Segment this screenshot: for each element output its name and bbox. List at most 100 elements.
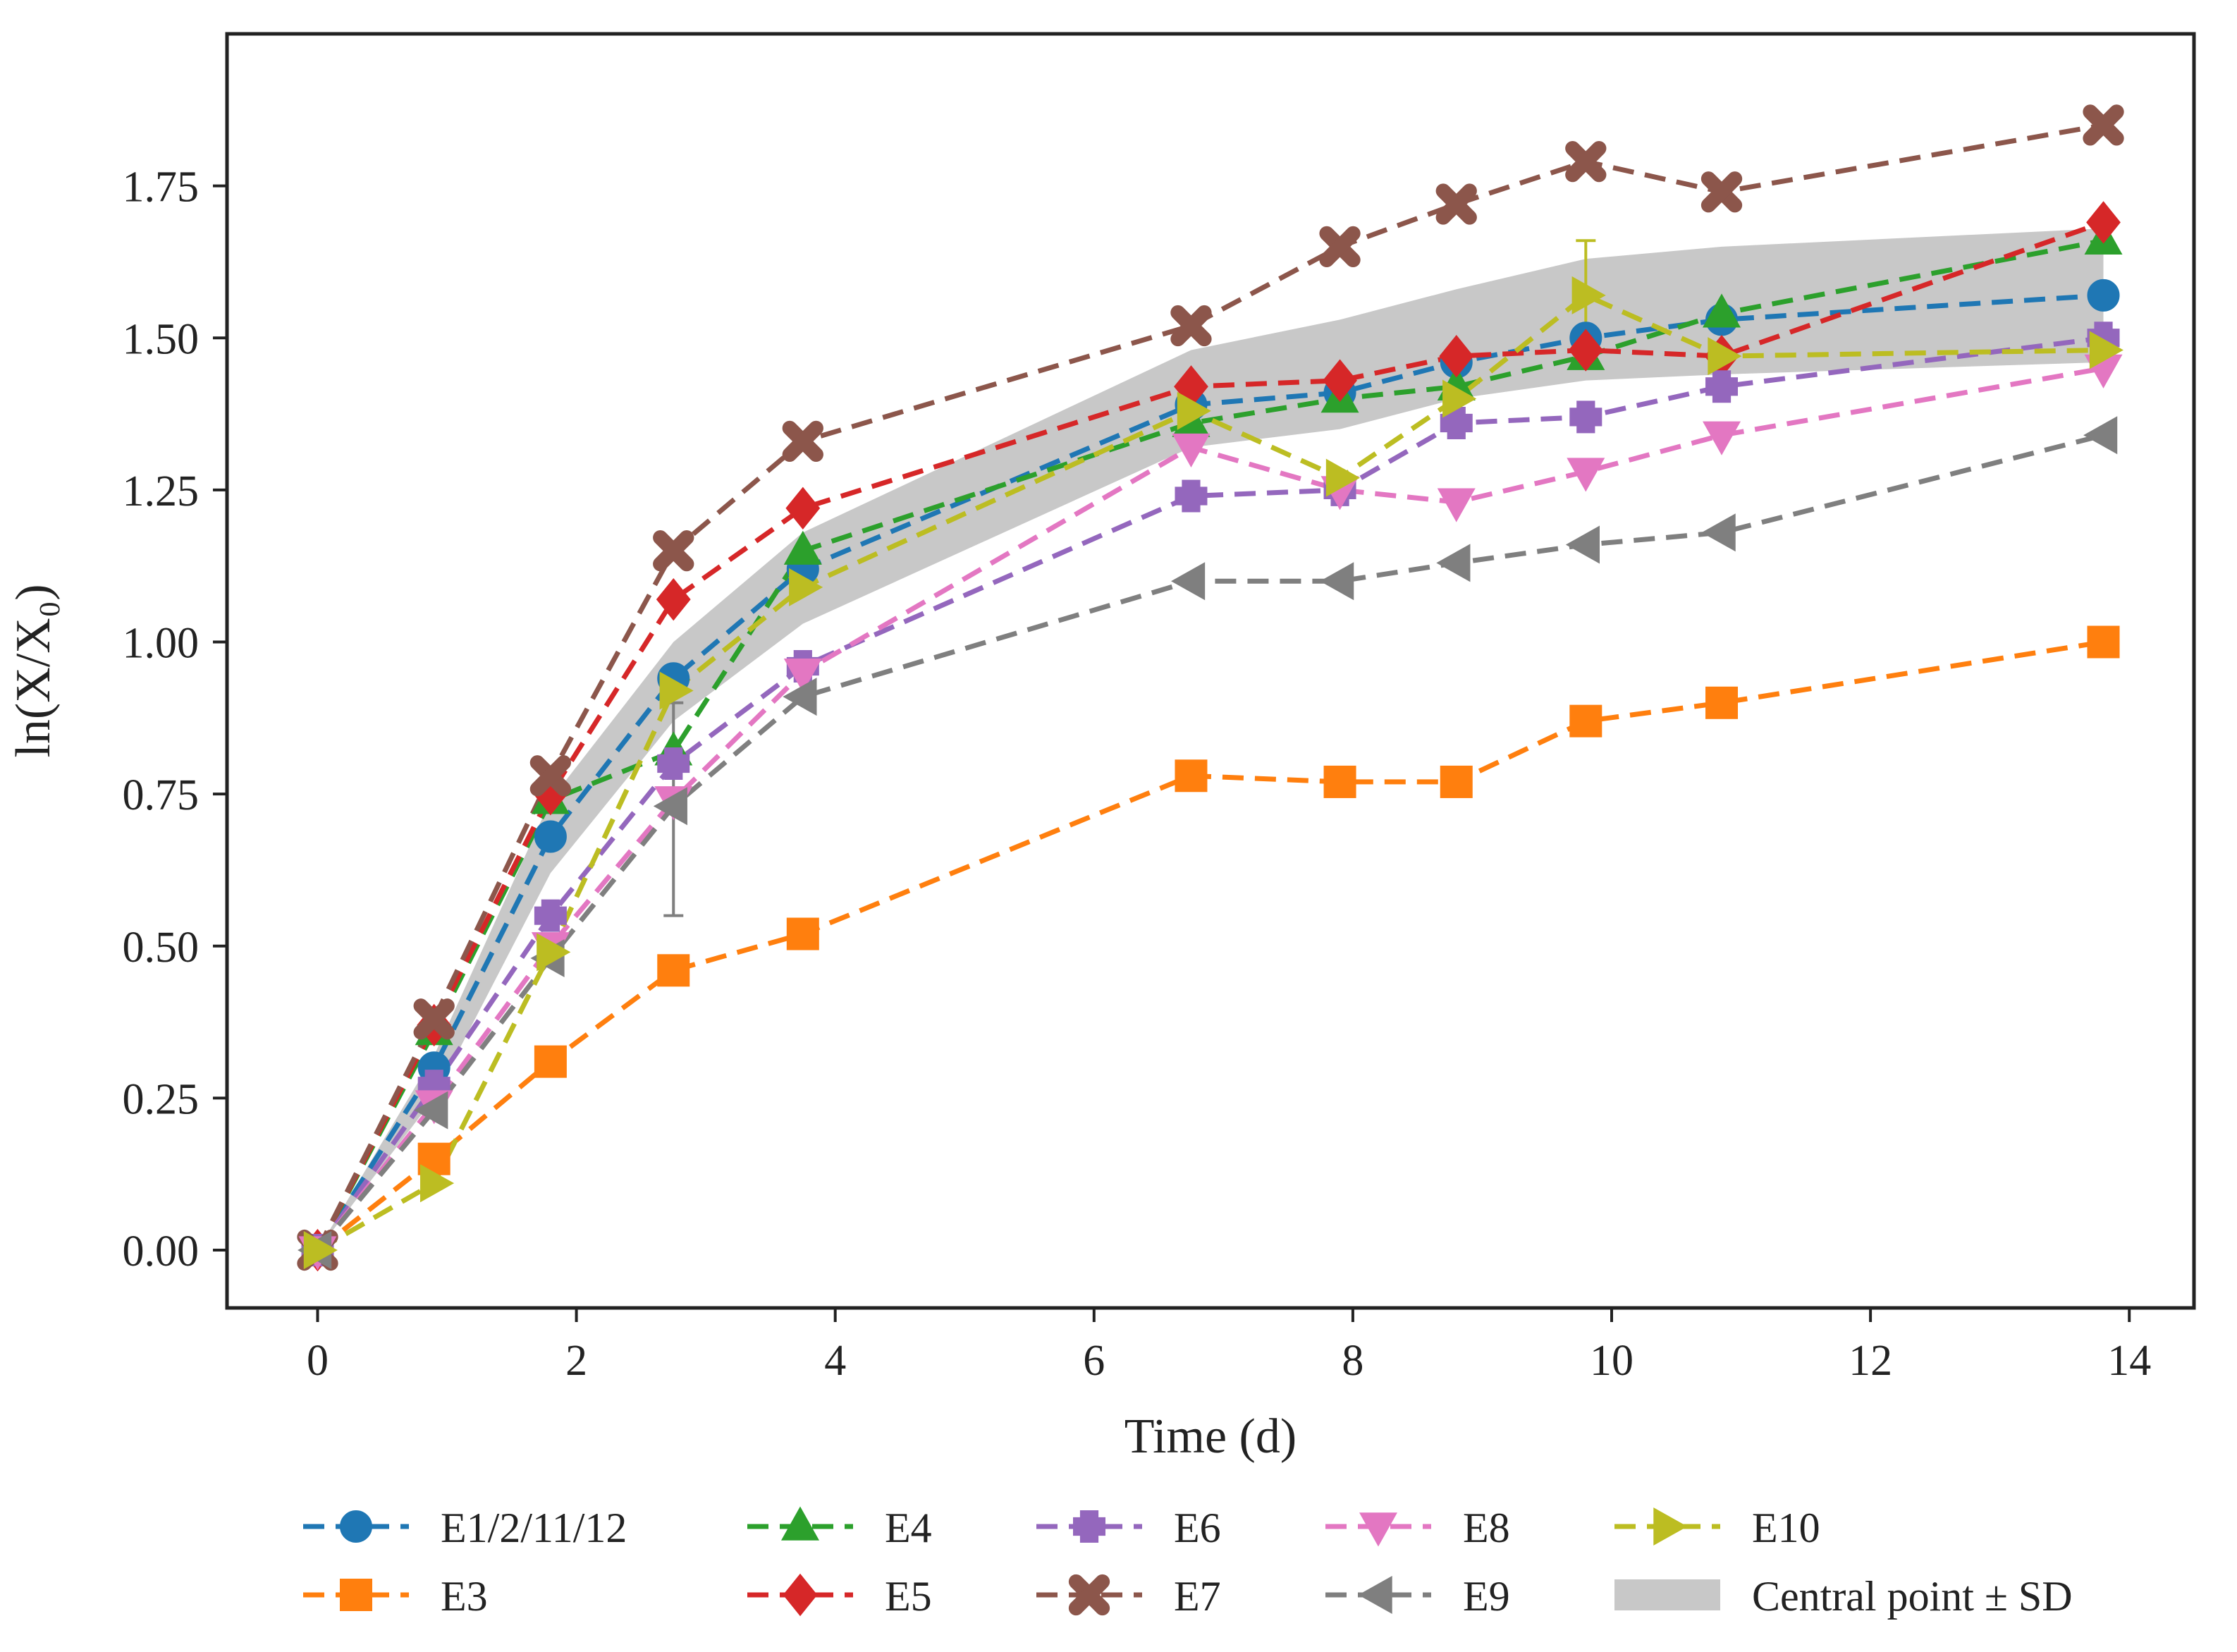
series-7-point [783,658,822,693]
y-tick-label: 0.00 [123,1228,200,1275]
legend-label: E3 [441,1573,488,1620]
series-5-point [534,899,567,932]
series-7-point [1703,421,1741,455]
series-8-line [315,432,2104,1252]
sd-band-layer [317,228,2104,1251]
series-8-point [1565,525,1600,564]
series-6-point-stroke-b [413,998,455,1040]
series-4-point [1439,334,1474,378]
series-6-point [1565,140,1607,183]
series-4-point [656,577,691,621]
series-9-point [1708,337,1742,376]
series-9-point [1177,391,1211,430]
series-6-point [1435,183,1477,225]
series-9-point [2089,331,2123,369]
legend-item-2: E3 [303,1573,488,1620]
y-axis-title: ln(X/X₀) [6,584,61,757]
series-9-point [1442,379,1477,418]
series-3-point [783,530,822,565]
x-tick-label: 14 [2107,1337,2151,1385]
series-5-point [1440,407,1473,440]
series-6-point-stroke-b [2083,104,2124,146]
series-8-point [1320,562,1354,601]
legend-marker-stroke-b [1068,1574,1110,1616]
x-tick-label: 8 [1342,1337,1363,1385]
series-9-point [303,1231,338,1270]
series-5-point [1705,370,1739,403]
legend-marker [1653,1507,1688,1546]
series-2-point [1569,704,1602,738]
x-tick-label: 10 [1590,1337,1634,1385]
legend-label: E10 [1752,1505,1820,1551]
series-2-markers [301,625,2120,1267]
series-6-point [1319,226,1361,268]
x-axis-title: Time (d) [1124,1409,1297,1464]
series-8-point [1701,513,1736,552]
legend-label: E8 [1463,1505,1510,1551]
series-4-point [1323,359,1357,402]
series-2-point [657,954,690,987]
series-6-point [413,998,455,1040]
markers-layer [297,104,2124,1272]
series-6-point [1700,171,1743,213]
y-tick-label: 1.00 [123,620,200,668]
series-2-point [1175,759,1208,793]
sd-band [317,228,2104,1251]
legend-item-8: E9 [1325,1573,1510,1620]
legend-label: E4 [885,1505,932,1551]
series-9-point [659,671,694,710]
legend-item-1: E1/2/11/12 [303,1505,627,1551]
y-tick-label: 1.50 [123,315,200,363]
series-7-point [1567,458,1605,492]
legend-item-10: Central point ± SD [1614,1573,2073,1620]
series-3-line [315,238,2104,1252]
series-6-point-stroke-b [653,530,694,572]
series-6-point [529,755,572,797]
legend-item-4: E5 [747,1573,932,1620]
series-2-point [1705,686,1739,719]
series-6-point [653,530,694,572]
y-tick-label: 0.50 [123,924,200,972]
legend-item-7: E8 [1325,1505,1510,1551]
legend-item-5: E6 [1036,1505,1221,1551]
series-2-point [2087,625,2120,659]
series-8-point [653,787,687,826]
legend-label: Central point ± SD [1752,1573,2073,1620]
legend-marker [1073,1510,1105,1543]
series-7-point [1172,433,1211,467]
series-8-point [414,1091,448,1130]
series-6-point [782,420,823,463]
legend-label: E5 [885,1573,932,1620]
y-tick-label: 1.25 [123,467,200,515]
series-6-point-stroke-b [1170,305,1212,347]
series-1-point [2087,279,2120,312]
series-9-markers [303,276,2123,1270]
series-3-point [1703,293,1741,328]
series-6-point-stroke-b [1700,171,1743,213]
series-8-point [1436,544,1471,582]
series-8-point [1171,562,1206,601]
series-9-point [1325,458,1360,497]
series-2-point [786,917,819,950]
legend-label: E7 [1174,1573,1221,1620]
series-5-point [657,747,690,781]
legend-item-3: E4 [747,1505,932,1551]
x-tick-label: 4 [824,1337,846,1385]
legend-marker [780,1506,820,1541]
legend-label: E1/2/11/12 [441,1505,627,1551]
y-tick-label: 0.75 [123,771,200,819]
x-tick-label: 2 [565,1337,587,1385]
series-6-point-stroke-b [1435,183,1477,225]
series-2-point [1440,765,1473,798]
series-6-point [2083,104,2124,146]
plot-frame [225,32,2196,1310]
series-6-point [1170,305,1212,347]
legend-marker [1359,1512,1398,1547]
series-8-point [783,678,817,716]
series-5-line [315,335,2104,1252]
series-4-point [2086,201,2121,244]
legend-marker [1068,1574,1110,1616]
legend-marker [783,1573,818,1617]
x-tick-label: 0 [307,1337,329,1385]
